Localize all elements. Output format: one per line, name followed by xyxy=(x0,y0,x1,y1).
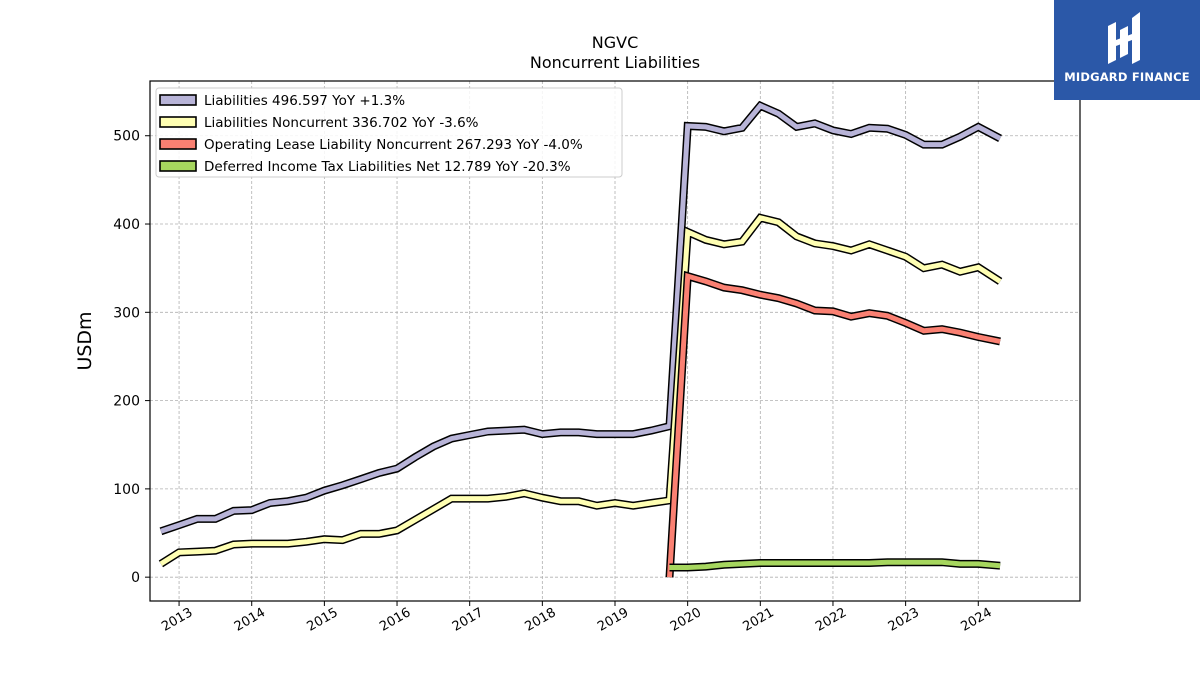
legend-entry: Operating Lease Liability Noncurrent 267… xyxy=(204,137,583,153)
x-tick-label: 2020 xyxy=(668,605,704,635)
series-line-0 xyxy=(160,102,1002,534)
legend-swatch xyxy=(159,160,197,172)
series-line-2 xyxy=(667,272,1001,578)
y-axis-ticks: 0 100 200 300 400 500 xyxy=(113,129,150,586)
x-tick-label: 2015 xyxy=(305,605,341,635)
y-tick-label: 100 xyxy=(113,482,140,498)
x-tick-label: 2024 xyxy=(958,605,994,635)
brand-logo: MIDGARD FINANCE xyxy=(1054,0,1200,100)
chart-title: NGVC xyxy=(592,33,638,52)
legend-swatch xyxy=(159,116,197,128)
x-tick-label: 2023 xyxy=(886,605,922,635)
legend: Liabilities 496.597 YoY +1.3% Liabilities… xyxy=(155,87,623,178)
brand-name: MIDGARD FINANCE xyxy=(1064,70,1190,84)
y-axis-label: USDm xyxy=(74,311,96,370)
x-tick-label: 2022 xyxy=(813,605,849,635)
x-tick-label: 2016 xyxy=(377,605,413,635)
x-tick-label: 2018 xyxy=(523,605,559,635)
brand-mark-icon xyxy=(1108,12,1140,64)
series-line-3 xyxy=(669,559,1001,570)
y-tick-label: 400 xyxy=(113,217,140,233)
x-tick-label: 2017 xyxy=(450,605,486,635)
series-outline-2 xyxy=(665,270,1001,578)
legend-entry: Liabilities Noncurrent 336.702 YoY -3.6% xyxy=(204,115,479,131)
y-tick-label: 500 xyxy=(113,129,140,145)
series-layer xyxy=(158,100,1003,578)
legend-entry: Deferred Income Tax Liabilities Net 12.7… xyxy=(204,159,571,175)
y-tick-label: 0 xyxy=(131,570,140,586)
legend-box xyxy=(155,87,623,178)
legend-swatch xyxy=(159,94,197,106)
x-tick-label: 2013 xyxy=(159,605,195,635)
y-tick-label: 200 xyxy=(113,394,140,410)
legend-swatch xyxy=(159,138,197,150)
x-tick-label: 2019 xyxy=(595,605,631,635)
x-tick-label: 2021 xyxy=(740,605,776,635)
y-tick-label: 300 xyxy=(113,305,140,321)
series-line-1 xyxy=(159,214,1002,567)
legend-entry: Liabilities 496.597 YoY +1.3% xyxy=(204,93,405,109)
series-outline-1 xyxy=(158,213,1003,568)
x-tick-label: 2014 xyxy=(232,605,268,635)
x-axis-ticks: 2013 2014 2015 2016 2017 2018 2019 2020 2021 2022… xyxy=(159,601,995,635)
chart-subtitle: Noncurrent Liabilities xyxy=(530,53,700,72)
